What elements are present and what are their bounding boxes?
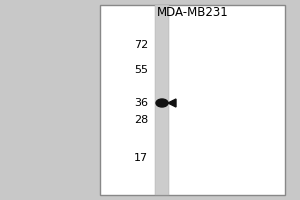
Ellipse shape: [156, 99, 168, 107]
Text: 36: 36: [134, 98, 148, 108]
Text: 55: 55: [134, 65, 148, 75]
Text: MDA-MB231: MDA-MB231: [157, 5, 228, 19]
Bar: [155, 5, 169, 195]
Polygon shape: [168, 99, 176, 107]
Text: 72: 72: [134, 40, 148, 50]
Bar: [100, 5, 285, 195]
Text: 28: 28: [134, 115, 148, 125]
Text: 17: 17: [134, 153, 148, 163]
